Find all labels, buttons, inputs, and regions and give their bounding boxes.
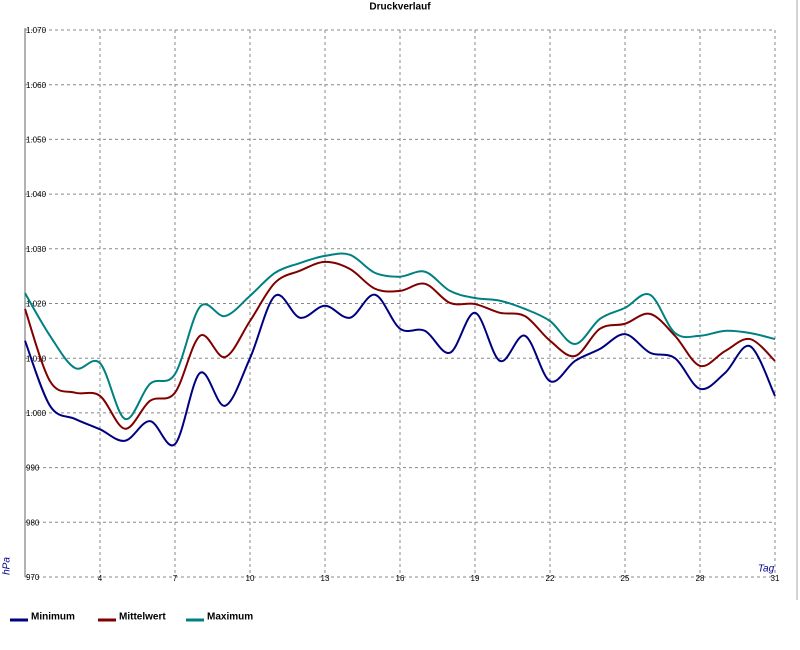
legend-label: Minimum — [31, 612, 75, 623]
y-tick-label: 1.070 — [26, 26, 47, 35]
x-axis-label: Tag — [758, 564, 775, 575]
y-tick-label: 1.030 — [26, 245, 47, 254]
y-tick-label: 1.000 — [26, 409, 47, 418]
y-tick-label: 1.050 — [26, 136, 47, 145]
x-tick-label: 31 — [771, 574, 780, 583]
x-tick-label: 4 — [98, 574, 103, 583]
x-tick-label: 19 — [471, 574, 480, 583]
legend-label: Mittelwert — [119, 612, 166, 623]
x-tick-label: 22 — [546, 574, 555, 583]
x-tick-label: 7 — [173, 574, 178, 583]
x-tick-label: 16 — [396, 574, 405, 583]
x-tick-label: 25 — [621, 574, 630, 583]
y-tick-label: 970 — [26, 573, 40, 582]
x-tick-label: 28 — [696, 574, 705, 583]
y-tick-label: 990 — [26, 464, 40, 473]
y-tick-label: 1.010 — [26, 354, 47, 363]
y-tick-label: 980 — [26, 518, 40, 527]
series-line — [24, 293, 776, 447]
chart-title: Druckverlauf — [369, 2, 431, 13]
y-tick-label: 1.040 — [26, 190, 47, 199]
legend-label: Maximum — [207, 612, 253, 623]
x-tick-label: 13 — [321, 574, 330, 583]
y-tick-label: 1.060 — [26, 81, 47, 90]
series-line — [24, 260, 776, 430]
series-line — [24, 252, 776, 420]
y-tick-label: 1.020 — [26, 300, 47, 309]
x-tick-label: 10 — [246, 574, 255, 583]
y-axis-label: hPa — [2, 557, 13, 575]
